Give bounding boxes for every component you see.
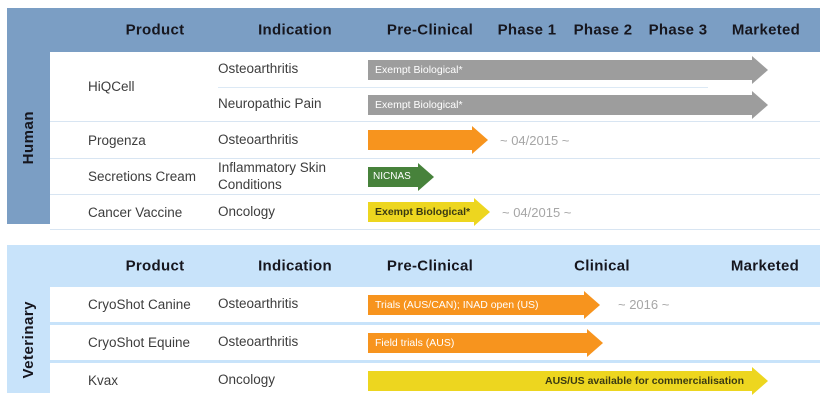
human-section: Product Indication Pre-Clinical Phase 1 … (7, 8, 820, 231)
product-name: CryoShot Equine (88, 335, 191, 350)
milestone-date: ~ 04/2015 ~ (502, 204, 572, 220)
product-name: HiQCell (88, 79, 135, 94)
timeline-arrow: Trials (AUS/CAN); INAD open (US) (368, 290, 600, 319)
table-row: Secretions Cream Inflammatory Skin Condi… (50, 159, 820, 195)
timeline-arrow: Field trials (AUS) (368, 328, 603, 357)
product-name: Cancer Vaccine (88, 204, 183, 220)
column-header-product: Product (125, 21, 185, 39)
arrow-label: Exempt Biological* (368, 59, 752, 80)
timeline-arrow: Exempt Biological* (368, 198, 490, 226)
indication: Oncology (218, 372, 276, 388)
column-header-marketed: Marketed (731, 21, 801, 39)
product-name: CryoShot Canine (88, 297, 191, 312)
arrow-head-icon (587, 328, 603, 357)
column-header-clinical: Clinical (574, 257, 630, 275)
timeline-arrow (368, 126, 488, 154)
product-name: Progenza (88, 132, 146, 148)
human-header-row: Product Indication Pre-Clinical Phase 1 … (7, 8, 820, 52)
arrow-label: Exempt Biological* (368, 202, 474, 222)
indication: Osteoarthritis (218, 61, 299, 77)
arrow-head-icon (752, 55, 768, 84)
column-header-phase1: Phase 1 (497, 21, 557, 39)
sub-row-divider (218, 87, 708, 88)
table-row: CryoShot Equine Osteoarthritis Field tri… (50, 325, 820, 360)
table-row: Progenza Osteoarthritis ~ 04/2015 ~ (50, 122, 820, 159)
arrow-label: AUS/US available for commercialisation (368, 370, 752, 391)
indication: Neuropathic Pain (218, 96, 322, 112)
column-header-product: Product (125, 257, 185, 275)
veterinary-header-row: Product Indication Pre-Clinical Clinical… (7, 245, 820, 287)
timeline-arrow: NICNAS (368, 162, 434, 191)
arrow-head-icon (752, 366, 768, 395)
column-header-phase3: Phase 3 (648, 21, 708, 39)
timeline-arrow: Exempt Biological* (368, 90, 768, 119)
arrow-head-icon (752, 90, 768, 119)
indication: Inflammatory Skin Conditions (218, 159, 327, 192)
indication: Osteoarthritis (218, 131, 299, 147)
timeline-arrow: AUS/US available for commercialisation (368, 366, 768, 395)
arrow-head-icon (418, 162, 434, 191)
arrow-label (368, 130, 472, 150)
veterinary-rows: CryoShot Canine Osteoarthritis Trials (A… (50, 287, 820, 398)
arrow-head-icon (472, 126, 488, 154)
veterinary-section: Product Indication Pre-Clinical Clinical… (7, 245, 820, 398)
table-row: HiQCell Osteoarthritis Exempt Biological… (50, 52, 820, 122)
table-row: Kvax Oncology AUS/US available for comme… (50, 363, 820, 398)
arrow-label: Exempt Biological* (368, 94, 752, 115)
arrow-label: NICNAS (368, 166, 418, 187)
human-rows: HiQCell Osteoarthritis Exempt Biological… (50, 52, 820, 230)
indication: Osteoarthritis (218, 334, 299, 350)
product-name: Kvax (88, 373, 119, 388)
sub-row: Osteoarthritis Exempt Biological* (218, 52, 820, 87)
arrow-label: Field trials (AUS) (368, 332, 587, 353)
column-header-phase2: Phase 2 (573, 21, 633, 39)
column-header-indication: Indication (258, 257, 332, 275)
arrow-head-icon (474, 198, 490, 226)
milestone-date: ~ 04/2015 ~ (500, 132, 570, 148)
product-name: Secretions Cream (88, 169, 197, 184)
timeline-arrow: Exempt Biological* (368, 55, 768, 84)
column-header-preclinical: Pre-Clinical (386, 257, 474, 275)
arrow-label: Trials (AUS/CAN); INAD open (US) (368, 294, 584, 315)
veterinary-section-label: Veterinary (20, 301, 37, 379)
column-header-preclinical: Pre-Clinical (386, 21, 474, 39)
column-header-indication: Indication (258, 21, 332, 39)
indication: Osteoarthritis (218, 296, 299, 312)
milestone-date: ~ 2016 ~ (618, 297, 670, 312)
column-header-marketed: Marketed (730, 257, 800, 275)
table-row: Cancer Vaccine Oncology Exempt Biologica… (50, 195, 820, 230)
human-section-label: Human (7, 52, 50, 224)
indication: Oncology (218, 203, 276, 219)
table-row: CryoShot Canine Osteoarthritis Trials (A… (50, 287, 820, 322)
arrow-head-icon (584, 290, 600, 319)
sub-row: Neuropathic Pain Exempt Biological* (218, 88, 820, 121)
